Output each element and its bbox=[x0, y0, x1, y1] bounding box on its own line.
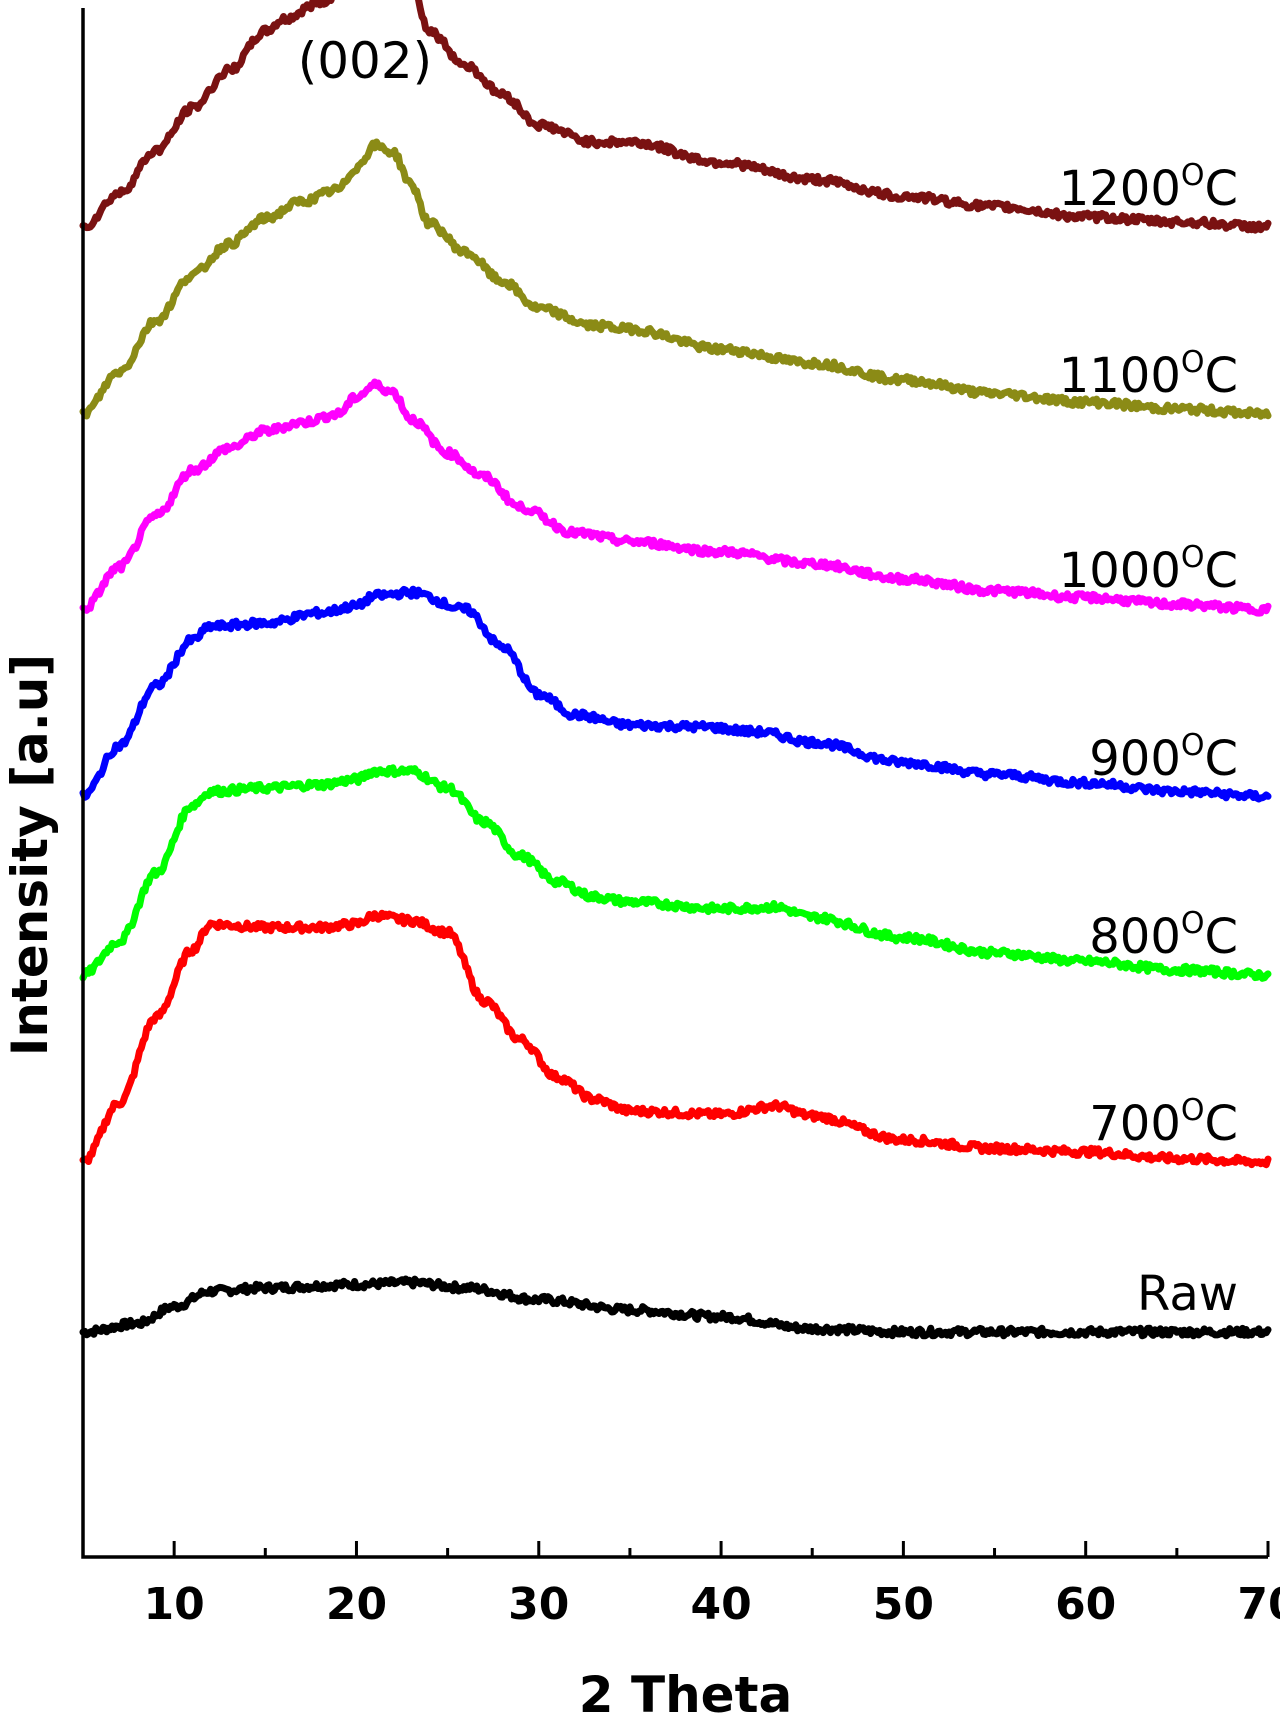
x-tick-label: 60 bbox=[1055, 1579, 1116, 1630]
x-tick-label: 70 bbox=[1237, 1579, 1280, 1630]
series-line bbox=[79, 1275, 1272, 1340]
series-labels: Raw 700OC 800OC 900OC 1000OC 1100OC 1200OC bbox=[1059, 158, 1238, 1322]
series-label: 900OC bbox=[1089, 728, 1238, 787]
x-tick-label: 20 bbox=[326, 1579, 387, 1630]
x-tick-label: 10 bbox=[144, 1579, 205, 1630]
series-line bbox=[79, 0, 1272, 234]
y-axis-title: Intensity [a.u] bbox=[1, 654, 59, 1056]
series-label: 1000OC bbox=[1059, 540, 1238, 599]
peak-annotation: (002) bbox=[298, 32, 432, 90]
series-label: 1100OC bbox=[1059, 345, 1238, 404]
x-tick-label: 40 bbox=[690, 1579, 751, 1630]
series-line bbox=[79, 909, 1272, 1169]
series-label: 700OC bbox=[1089, 1093, 1238, 1152]
series-line bbox=[79, 585, 1272, 803]
series-label: 800OC bbox=[1089, 906, 1238, 965]
x-tick-label: 50 bbox=[873, 1579, 934, 1630]
x-tick-label: 30 bbox=[508, 1579, 569, 1630]
series-line bbox=[79, 138, 1272, 420]
plot-area bbox=[79, 0, 1272, 1340]
series-label: 1200OC bbox=[1059, 158, 1238, 217]
series-label: Raw bbox=[1137, 1266, 1238, 1322]
axes: 10 20 30 40 50 60 70 bbox=[81, 8, 1280, 1630]
series-line bbox=[79, 378, 1272, 617]
series-line bbox=[79, 764, 1272, 982]
x-axis-title: 2 Theta bbox=[579, 1666, 792, 1722]
